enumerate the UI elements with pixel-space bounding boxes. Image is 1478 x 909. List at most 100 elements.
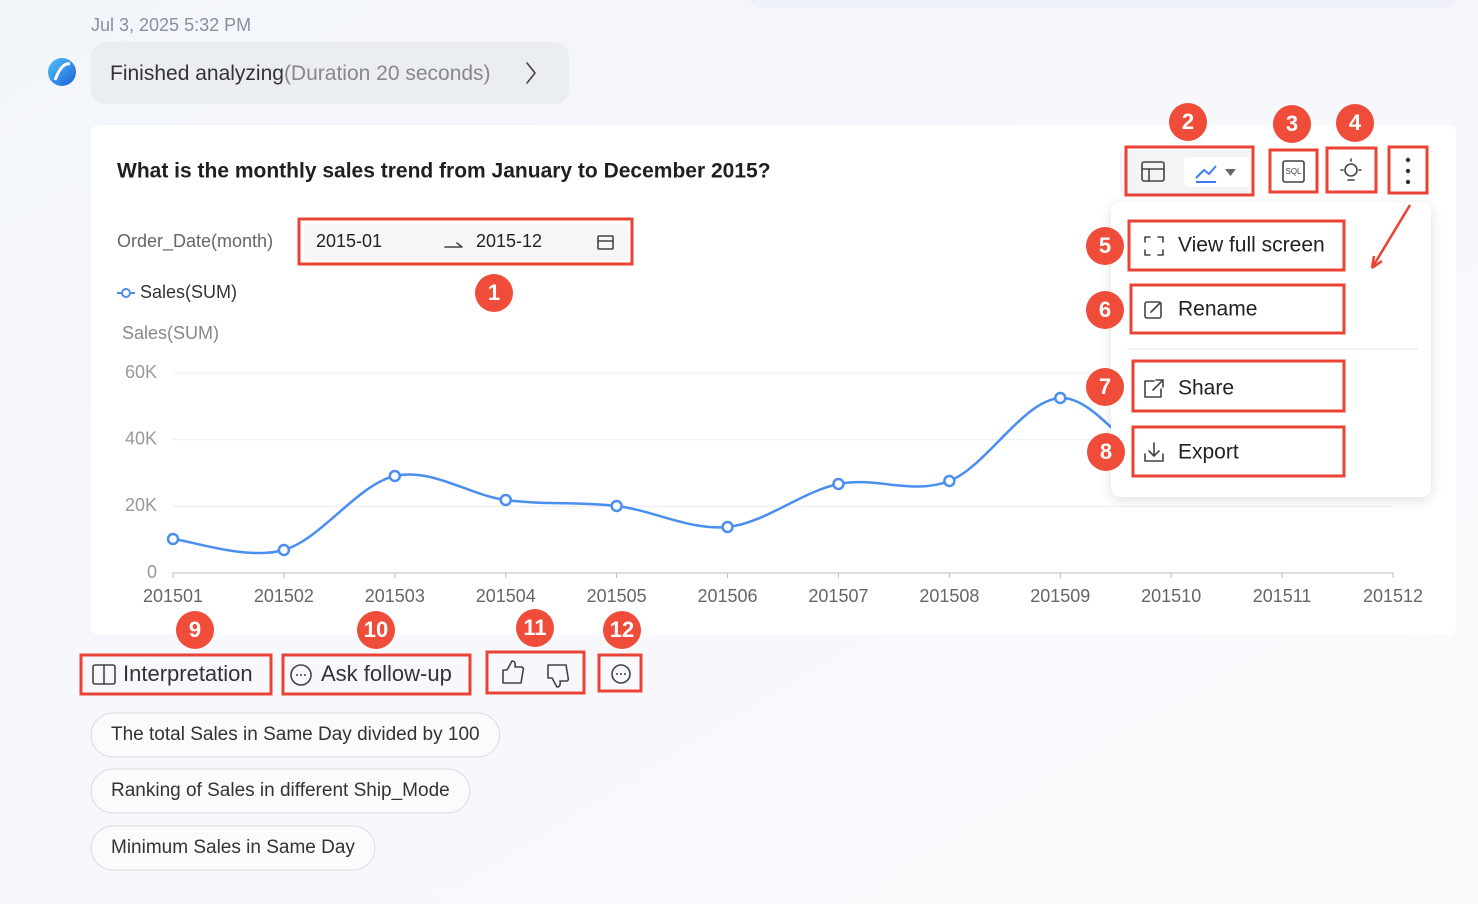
ask-icon <box>290 664 312 686</box>
point <box>388 469 402 483</box>
badge <box>1086 291 1124 329</box>
badge-number: 6 <box>1099 297 1111 322</box>
suggestion: Minimum Sales in Same Day <box>111 837 355 858</box>
badge <box>357 611 395 649</box>
fullscreen-icon <box>1144 236 1164 256</box>
menu-item[interactable]: Share <box>1178 377 1234 400</box>
x-tick-label: 201505 <box>587 586 647 606</box>
x-tick-label: 201504 <box>476 586 536 606</box>
x-tick-label: 201506 <box>698 586 758 606</box>
badge <box>516 609 554 647</box>
point <box>610 499 623 513</box>
badge-number: 1 <box>488 280 500 305</box>
x-tick-label: 201501 <box>143 586 203 606</box>
point <box>1054 391 1067 405</box>
suggestion: Ranking of Sales in different Ship_Mode <box>111 780 450 801</box>
status-pill[interactable] <box>91 42 569 104</box>
menu-item[interactable]: View full screen <box>1178 234 1325 257</box>
date-start: 2015-01 <box>316 231 382 251</box>
x-tick-label: 201510 <box>1141 586 1201 606</box>
x-tick-label: 201503 <box>365 586 425 606</box>
badge-number: 4 <box>1349 110 1362 135</box>
x-tick-label: 201508 <box>919 586 979 606</box>
badge <box>475 274 513 312</box>
annotation-boxes <box>79 145 1429 696</box>
x-tick-label: 201507 <box>808 586 868 606</box>
badge-number: 3 <box>1286 111 1298 136</box>
point <box>943 474 956 488</box>
badge <box>1086 368 1124 406</box>
ask-follow-up-button[interactable]: Ask follow-up <box>321 661 452 686</box>
x-tick-label: 201511 <box>1253 586 1312 606</box>
table-icon[interactable] <box>1141 161 1165 182</box>
menu-item[interactable]: Rename <box>1178 298 1257 321</box>
y-tick-label: 0 <box>147 562 157 582</box>
status: Finished analyzing(Duration 20 seconds) <box>110 62 491 85</box>
menu-items: View full screen Rename Share Export <box>1178 234 1325 464</box>
suggestion-pill[interactable] <box>90 768 471 814</box>
calendar-icon <box>597 235 614 250</box>
menu-item[interactable]: Export <box>1178 441 1239 464</box>
badge <box>1086 227 1124 265</box>
badge-number: 5 <box>1099 233 1111 258</box>
more-actions[interactable] <box>611 664 631 684</box>
status-duration: (Duration 20 seconds) <box>284 62 491 85</box>
chart-toggle[interactable] <box>1184 157 1250 187</box>
insight-icon[interactable] <box>1340 158 1362 181</box>
thumbs-down[interactable] <box>547 664 570 688</box>
chevron <box>526 62 536 84</box>
more-icon[interactable] <box>1405 157 1411 185</box>
question: What is the monthly sales trend from Jan… <box>117 160 771 183</box>
rename-icon <box>1144 301 1162 319</box>
suggestions: The total Sales in Same Day divided by 1… <box>90 712 501 871</box>
badge-number: 10 <box>364 617 388 642</box>
x-tick-label: 201509 <box>1030 586 1090 606</box>
interpretation-button[interactable]: Interpretation <box>123 661 253 686</box>
badge <box>603 611 641 649</box>
y-tick-label: 60K <box>125 362 157 382</box>
suggestion: The total Sales in Same Day divided by 1… <box>111 724 480 745</box>
line-icon <box>1195 165 1217 179</box>
badge-number: 12 <box>610 617 634 642</box>
point <box>499 493 512 507</box>
badge-number: 7 <box>1099 374 1111 399</box>
share-icon <box>1144 379 1164 398</box>
sql-icon[interactable]: SQL <box>1282 160 1305 183</box>
y-tick-label: 40K <box>125 428 157 448</box>
avatar <box>48 58 76 86</box>
x-tick-label: 201502 <box>254 586 314 606</box>
x-tick-label: 201512 <box>1363 586 1423 606</box>
point <box>166 532 180 546</box>
badge <box>1169 103 1207 141</box>
badge <box>1336 104 1374 142</box>
suggestion-pill[interactable] <box>90 712 501 758</box>
badge-number: 2 <box>1182 109 1194 134</box>
date-range[interactable] <box>304 224 628 260</box>
point <box>277 543 291 557</box>
badge-number: 9 <box>189 617 201 642</box>
suggestion-pill[interactable] <box>90 825 376 871</box>
y-axis-label: Sales(SUM) <box>122 323 219 343</box>
date-end: 2015-12 <box>476 231 542 251</box>
badge-number: 8 <box>1100 439 1112 464</box>
badge-number: 11 <box>523 615 546 640</box>
interpretation-icon <box>92 664 116 685</box>
badge <box>176 611 214 649</box>
point <box>721 520 734 534</box>
point <box>832 477 845 491</box>
thumbs-up[interactable] <box>502 660 525 684</box>
timestamp: Jul 3, 2025 5:32 PM <box>91 15 251 35</box>
status-label: Finished analyzing <box>110 62 284 85</box>
filter-label: Order_Date(month) <box>117 231 273 252</box>
svg-text:SQL: SQL <box>1285 167 1302 176</box>
prev-message <box>750 0 1456 8</box>
export-icon <box>1144 442 1164 462</box>
legend-marker <box>121 288 131 298</box>
legend-label: Sales(SUM) <box>140 282 237 302</box>
range-arrow <box>444 242 463 248</box>
badge <box>1087 433 1125 471</box>
dropdown-caret <box>1225 169 1236 176</box>
avatar-mark <box>53 62 71 81</box>
